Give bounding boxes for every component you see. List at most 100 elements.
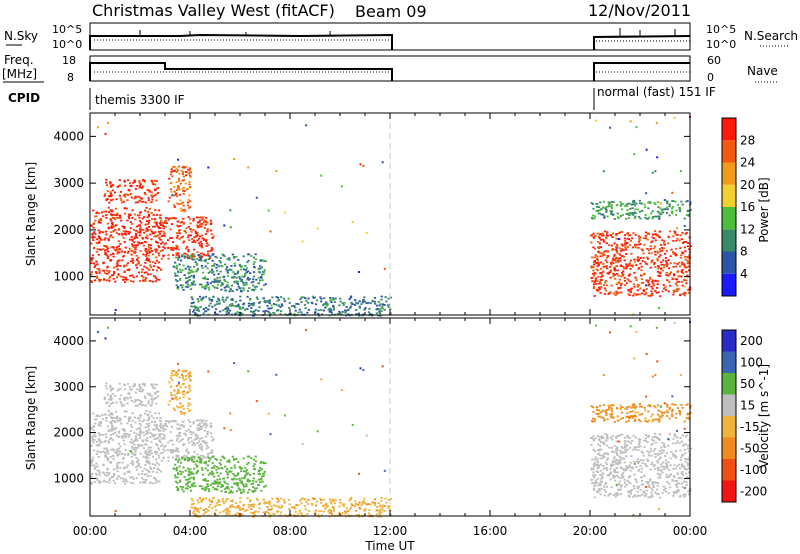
- velocity-cell: [596, 458, 598, 460]
- power-cell: [188, 234, 190, 236]
- power-cell: [192, 302, 194, 304]
- power-cell: [182, 209, 184, 211]
- velocity-cell: [151, 402, 153, 404]
- power-cell: [150, 239, 152, 241]
- velocity-cell: [116, 478, 118, 480]
- velocity-cell: [138, 420, 140, 422]
- velocity-cell: [170, 394, 172, 396]
- velocity-cell: [219, 478, 221, 480]
- velocity-cell: [197, 425, 199, 427]
- velocity-cell: [240, 491, 242, 493]
- power-cell: [220, 271, 222, 273]
- velocity-cell: [205, 436, 207, 438]
- power-cell: [366, 232, 368, 234]
- velocity-cell: [133, 448, 135, 450]
- power-cell: [639, 294, 641, 296]
- velocity-cell: [308, 510, 310, 512]
- velocity-cell: [203, 509, 205, 511]
- velocity-cell: [193, 510, 195, 512]
- velocity-cell: [620, 404, 622, 406]
- velocity-cell: [119, 388, 121, 390]
- velocity-cell: [105, 455, 107, 457]
- velocity-cell: [645, 417, 647, 419]
- power-cell: [599, 243, 601, 245]
- power-cell: [668, 259, 670, 261]
- power-cell: [603, 251, 605, 253]
- power-cell: [243, 289, 245, 291]
- power-cell: [92, 210, 94, 212]
- velocity-cell: [658, 415, 660, 417]
- velocity-cell: [260, 479, 262, 481]
- power-cell: [302, 241, 304, 243]
- velocity-cell: [92, 413, 94, 415]
- nave-tick-top: 60: [707, 54, 721, 67]
- velocity-cell: [146, 431, 148, 433]
- velocity-cell: [193, 482, 195, 484]
- power-cell: [660, 244, 662, 246]
- power-cell: [178, 249, 180, 251]
- velocity-cell: [682, 407, 684, 409]
- velocity-cell: [610, 472, 612, 474]
- velocity-cell: [659, 497, 661, 499]
- velocity-cell: [239, 497, 241, 499]
- velocity-cell: [619, 450, 621, 452]
- power-cell: [672, 294, 674, 296]
- velocity-cell: [212, 462, 214, 464]
- power-cell: [626, 242, 628, 244]
- velocity-cell: [633, 485, 635, 487]
- power-cell: [98, 212, 100, 214]
- velocity-cell: [679, 450, 681, 452]
- velocity-cell: [658, 468, 660, 470]
- velocity-cell: [600, 458, 602, 460]
- velocity-cell: [176, 399, 178, 401]
- power-cell: [120, 198, 122, 200]
- velocity-cell: [600, 470, 602, 472]
- velocity-cell: [638, 469, 640, 471]
- velocity-cell: [196, 427, 198, 429]
- power-cell: [175, 279, 177, 281]
- power-cell: [150, 280, 152, 282]
- velocity-cell: [624, 486, 626, 488]
- power-cell: [218, 281, 220, 283]
- velocity-cell: [190, 457, 192, 459]
- velocity-cell: [596, 482, 598, 484]
- power-cell: [648, 201, 650, 203]
- velocity-cell: [663, 443, 665, 445]
- power-cell: [230, 265, 232, 267]
- power-cell: [684, 225, 686, 227]
- velocity-cell: [614, 461, 616, 463]
- power-cell: [272, 312, 274, 314]
- power-cell: [259, 306, 261, 308]
- velocity-cell: [662, 462, 664, 464]
- velocity-cell: [231, 486, 233, 488]
- velocity-cell: [207, 447, 209, 449]
- power-cell: [193, 281, 195, 283]
- power-cell: [211, 247, 213, 249]
- power-cell: [173, 170, 175, 172]
- velocity-cell: [623, 470, 625, 472]
- velocity-cell: [626, 484, 628, 486]
- velocity-cell: [205, 487, 207, 489]
- power-cell: [106, 267, 108, 269]
- power-cell: [600, 292, 602, 294]
- power-cell: [243, 276, 245, 278]
- power-cell: [118, 228, 120, 230]
- power-cell: [278, 304, 280, 306]
- power-cell: [660, 213, 662, 215]
- power-cell: [625, 263, 627, 265]
- power-cell: [682, 252, 684, 254]
- power-cell: [641, 282, 643, 284]
- power-cell: [123, 180, 125, 182]
- power-cell: [143, 232, 145, 234]
- power-cell: [682, 204, 684, 206]
- power-cell: [616, 250, 618, 252]
- velocity-cell: [672, 495, 674, 497]
- velocity-cell: [334, 502, 336, 504]
- velocity-cell: [208, 460, 210, 462]
- velocity-cell: [121, 435, 123, 437]
- power-cell: [201, 217, 203, 219]
- velocity-cell: [154, 429, 156, 431]
- velocity-cell: [166, 425, 168, 427]
- velocity-cell: [616, 454, 618, 456]
- power-cell: [355, 309, 357, 311]
